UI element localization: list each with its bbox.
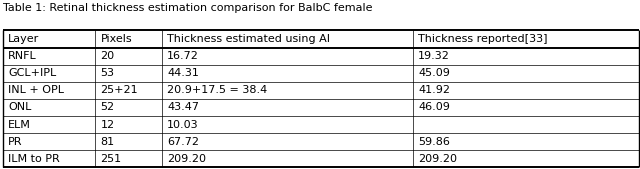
Text: INL + OPL: INL + OPL: [8, 85, 64, 95]
Text: 46.09: 46.09: [418, 102, 450, 112]
Text: 251: 251: [100, 154, 122, 164]
Text: 81: 81: [100, 137, 115, 147]
Text: 25+21: 25+21: [100, 85, 138, 95]
Text: 16.72: 16.72: [167, 51, 199, 61]
Text: 53: 53: [100, 68, 115, 78]
Text: 52: 52: [100, 102, 115, 112]
Text: ILM to PR: ILM to PR: [8, 154, 60, 164]
Text: 20.9+17.5 = 38.4: 20.9+17.5 = 38.4: [167, 85, 268, 95]
Text: ELM: ELM: [8, 119, 31, 129]
Text: Layer: Layer: [8, 34, 40, 44]
Text: Thickness estimated using AI: Thickness estimated using AI: [167, 34, 330, 44]
Text: ONL: ONL: [8, 102, 32, 112]
Text: Pixels: Pixels: [100, 34, 132, 44]
Text: Thickness reported[33]: Thickness reported[33]: [418, 34, 548, 44]
Text: RNFL: RNFL: [8, 51, 37, 61]
Text: 12: 12: [100, 119, 115, 129]
Text: 43.47: 43.47: [167, 102, 199, 112]
Text: 209.20: 209.20: [167, 154, 206, 164]
Text: 10.03: 10.03: [167, 119, 199, 129]
Text: 45.09: 45.09: [418, 68, 450, 78]
Text: GCL+IPL: GCL+IPL: [8, 68, 56, 78]
Text: 41.92: 41.92: [418, 85, 450, 95]
Text: 20: 20: [100, 51, 115, 61]
Text: 59.86: 59.86: [418, 137, 450, 147]
Text: 67.72: 67.72: [167, 137, 199, 147]
Text: PR: PR: [8, 137, 23, 147]
Text: Table 1: Retinal thickness estimation comparison for BalbC female: Table 1: Retinal thickness estimation co…: [3, 3, 372, 13]
Text: 209.20: 209.20: [418, 154, 457, 164]
Text: 19.32: 19.32: [418, 51, 450, 61]
Text: 44.31: 44.31: [167, 68, 199, 78]
